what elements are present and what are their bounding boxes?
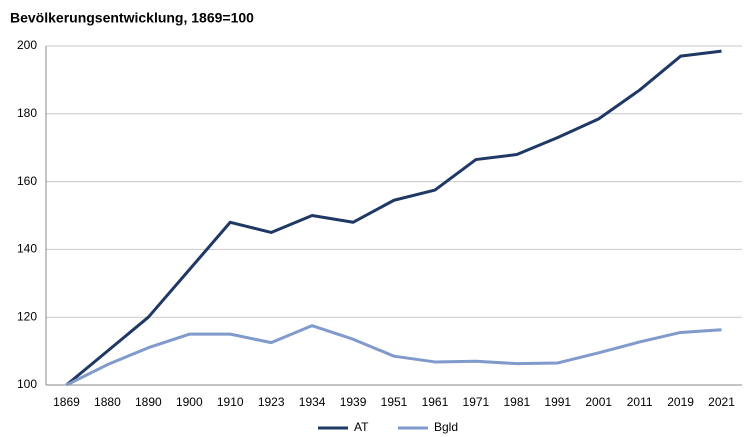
x-tick-label: 2019 xyxy=(667,395,694,409)
x-tick-label: 1991 xyxy=(544,395,571,409)
x-tick-label: 1910 xyxy=(217,395,244,409)
y-tick-label: 100 xyxy=(17,377,37,391)
x-tick-label: 1971 xyxy=(463,395,490,409)
line-series xyxy=(65,324,722,387)
y-tick-label: 200 xyxy=(17,38,37,52)
x-tick-label: 1961 xyxy=(422,395,449,409)
line-series xyxy=(65,49,722,387)
legend-label: AT xyxy=(354,420,369,434)
y-tick-label: 160 xyxy=(17,174,37,188)
x-tick-label: 1869 xyxy=(53,395,80,409)
x-tick-label: 2021 xyxy=(708,395,735,409)
x-tick-label: 1923 xyxy=(258,395,285,409)
x-tick-label: 2001 xyxy=(585,395,612,409)
x-tick-label: 1890 xyxy=(135,395,162,409)
y-tick-label: 140 xyxy=(17,242,37,256)
legend-label: Bgld xyxy=(434,420,458,434)
y-tick-label: 180 xyxy=(17,106,37,120)
x-tick-label: 1951 xyxy=(381,395,408,409)
x-tick-label: 1934 xyxy=(299,395,326,409)
x-tick-label: 2011 xyxy=(627,395,653,409)
y-tick-label: 120 xyxy=(17,309,37,323)
x-tick-label: 1880 xyxy=(94,395,121,409)
chart-title: Bevölkerungsentwicklung, 1869=100 xyxy=(10,10,254,26)
x-tick-label: 1981 xyxy=(503,395,530,409)
x-tick-label: 1939 xyxy=(340,395,367,409)
x-tick-label: 1900 xyxy=(176,395,203,409)
